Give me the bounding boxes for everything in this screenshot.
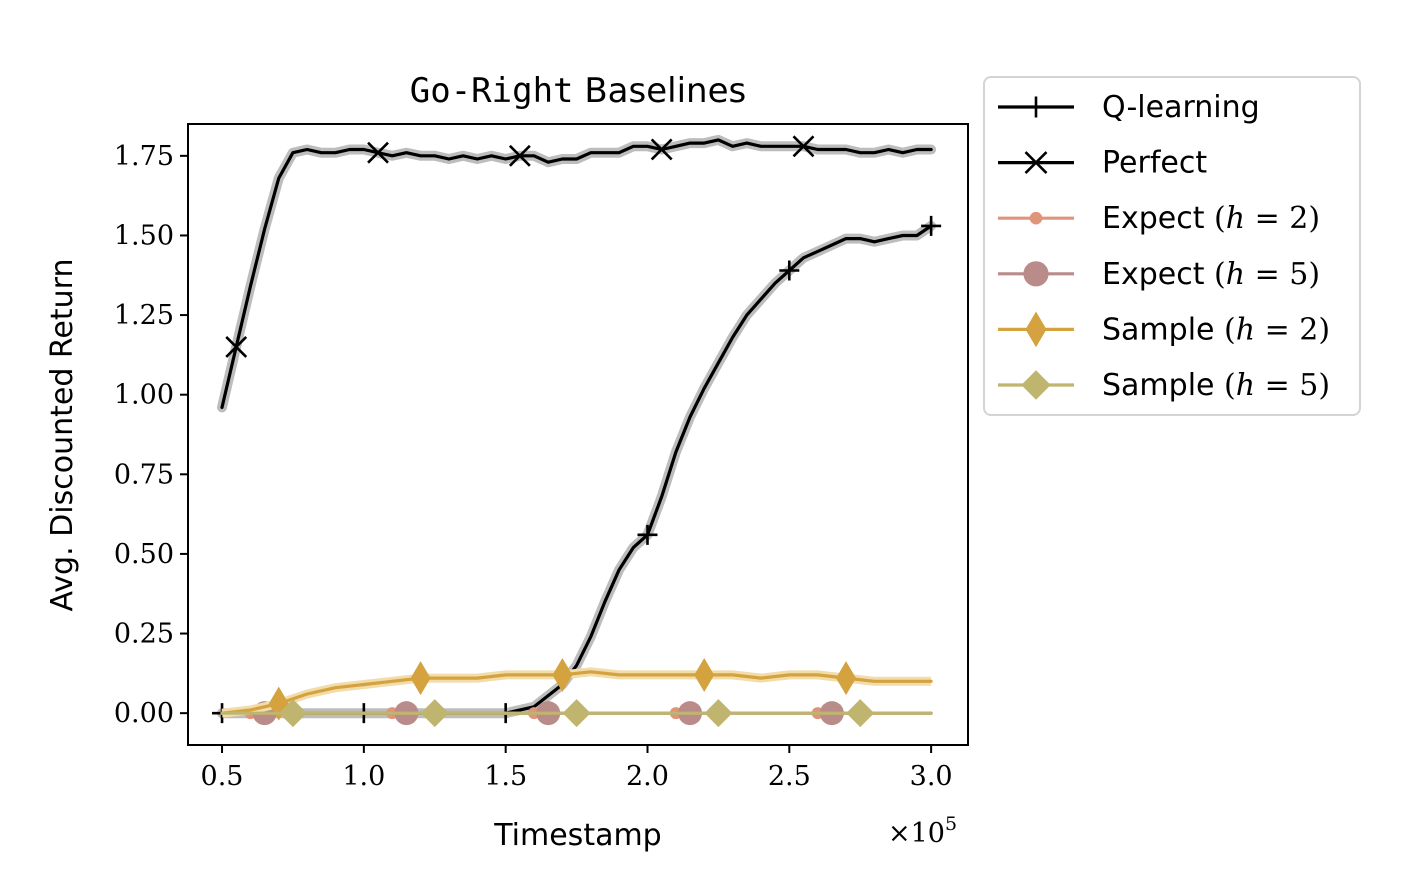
series-sample-h5 <box>220 699 933 728</box>
x-axis-multiplier-base: ×10 <box>888 818 945 849</box>
series-band <box>217 220 937 719</box>
series-marker <box>704 699 733 728</box>
x-tick-label: 2.0 <box>626 761 669 792</box>
series-marker <box>278 699 307 728</box>
y-tick-label: 1.75 <box>114 141 174 172</box>
x-axis-multiplier-exponent: 5 <box>945 813 957 835</box>
legend-entry-q-learning: Q-learning <box>998 90 1260 125</box>
legend-entry-perfect: Perfect <box>998 146 1207 181</box>
series-perfect <box>217 134 937 413</box>
series-marker <box>552 657 573 692</box>
series-marker <box>694 657 715 692</box>
series-marker <box>410 661 431 696</box>
y-tick-label: 1.50 <box>114 220 174 251</box>
y-tick-label: 0.00 <box>114 698 174 729</box>
series-marker <box>836 661 857 696</box>
x-tick-label: 2.5 <box>768 761 811 792</box>
legend-marker <box>1025 311 1047 348</box>
x-tick-label: 3.0 <box>910 761 953 792</box>
y-tick-label: 1.25 <box>114 300 174 331</box>
legend-label: Q-learning <box>1102 90 1260 125</box>
legend-entry-expect-h5: Expect (h = 5) <box>998 257 1320 292</box>
series-marker <box>225 336 248 358</box>
series-marker <box>637 524 658 545</box>
series-line <box>220 138 933 409</box>
plot-area-frame <box>187 123 969 746</box>
legend-label: Perfect <box>1102 146 1207 181</box>
y-tick-label: 0.75 <box>114 459 174 490</box>
legend: Q-learning Perfect Expect (h = 2) Expect (h… <box>983 76 1361 416</box>
legend-marker <box>1025 96 1047 118</box>
legend-frame <box>983 76 1361 416</box>
x-tick-label: 0.5 <box>201 761 244 792</box>
legend-marker <box>1021 370 1051 400</box>
legend-entry-expect-h2: Expect (h = 2) <box>998 201 1320 236</box>
legend-marker <box>1024 151 1048 175</box>
x-axis-multiplier: ×105 <box>888 813 957 849</box>
tick-layer: 0.5 1.0 1.5 2.0 2.5 3.0 0.00 0.25 0.50 0.75 1.00 1.… <box>114 141 953 792</box>
series-marker <box>779 260 800 281</box>
y-tick-label: 0.25 <box>114 619 174 650</box>
series-line <box>220 670 933 715</box>
legend-label: Expect (h = 2) <box>1102 201 1320 236</box>
series-band <box>217 134 937 413</box>
x-axis-label: Timestamp <box>493 818 661 853</box>
legend-label: Sample (h = 5) <box>1102 368 1330 403</box>
chart-title-code: Go-Right <box>410 71 574 111</box>
series-marker <box>846 699 875 728</box>
y-tick-label: 0.50 <box>114 539 174 570</box>
legend-marker <box>1023 261 1049 287</box>
series-sample-h2 <box>220 657 933 721</box>
series-marker <box>508 144 531 167</box>
series-line <box>220 224 933 715</box>
legend-label: Sample (h = 2) <box>1102 312 1330 347</box>
legend-entry-sample-h5: Sample (h = 5) <box>998 368 1330 403</box>
chart-title: Go-Right Baselines <box>410 71 746 111</box>
series-marker <box>367 141 389 164</box>
y-axis-label: Avg. Discounted Return <box>45 259 80 612</box>
legend-label: Expect (h = 5) <box>1102 257 1320 292</box>
x-tick-label: 1.5 <box>484 761 527 792</box>
series-q-learning <box>212 215 942 724</box>
series-layer <box>212 134 942 728</box>
series-marker <box>562 699 591 728</box>
legend-entry-sample-h2: Sample (h = 2) <box>998 311 1330 348</box>
legend-marker <box>1029 211 1043 225</box>
series-marker <box>921 215 942 236</box>
series-marker <box>792 135 815 158</box>
series-marker <box>650 138 673 161</box>
x-tick-label: 1.0 <box>342 761 385 792</box>
y-tick-label: 1.00 <box>114 380 174 411</box>
series-marker <box>420 699 449 728</box>
chart-title-rest: Baselines <box>574 71 747 111</box>
